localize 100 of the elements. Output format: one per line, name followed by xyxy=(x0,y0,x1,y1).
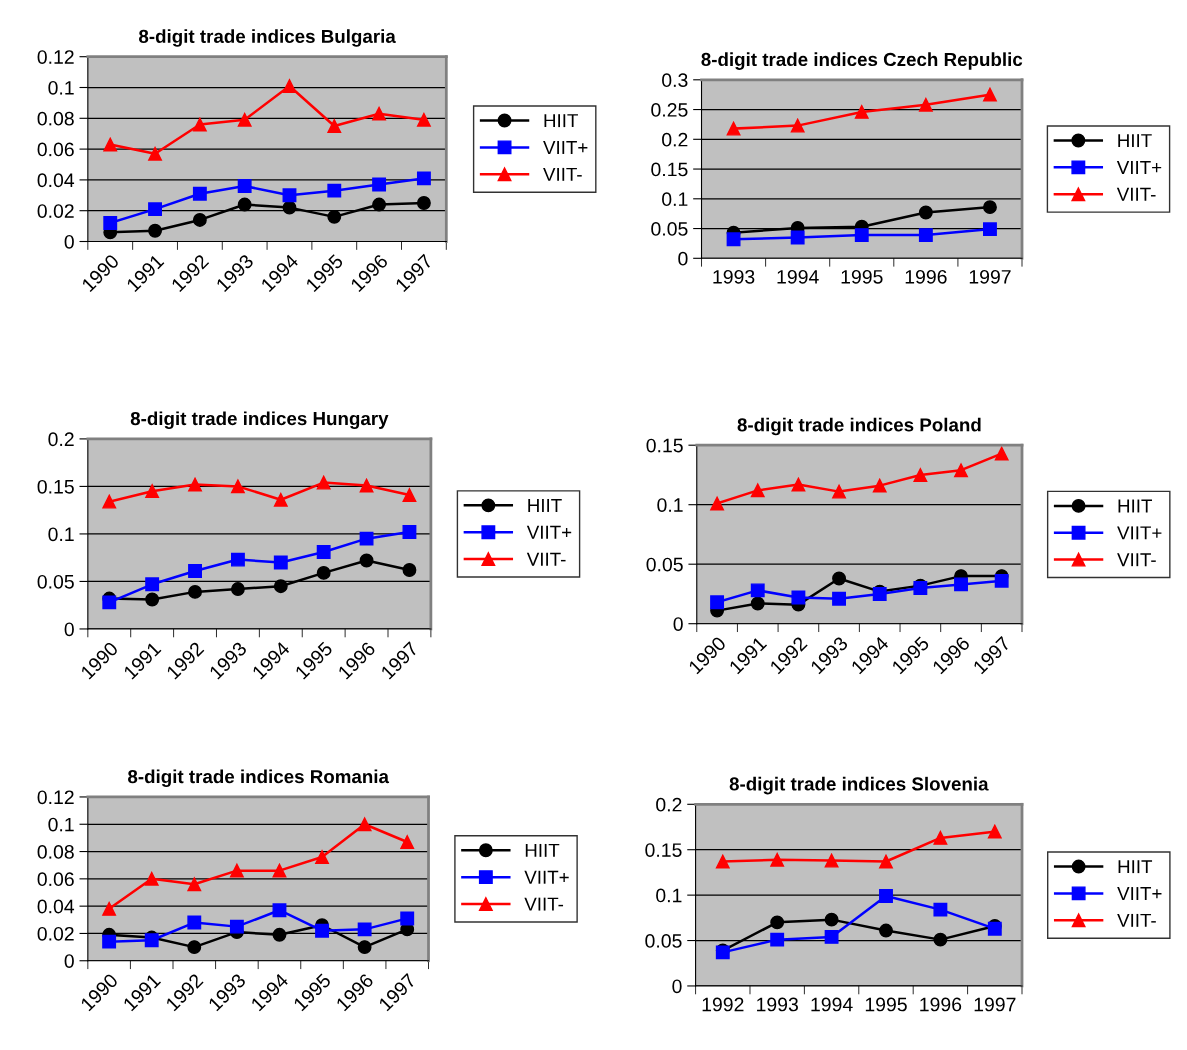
point xyxy=(987,824,1002,839)
y-tick-label: 0.04 xyxy=(37,173,75,188)
legend-label: VIIT+ xyxy=(543,141,588,154)
y-tick-label: 0 xyxy=(64,622,74,637)
legend-label: VIIT- xyxy=(526,552,566,566)
point xyxy=(103,137,118,152)
x-tick-label: 1994 xyxy=(811,997,853,1012)
point xyxy=(187,877,202,892)
point xyxy=(918,228,933,243)
y-tick-label: 0.08 xyxy=(37,111,74,126)
point xyxy=(416,112,431,127)
chart-title: 8-digit trade indices Slovenia xyxy=(729,776,989,795)
point xyxy=(726,232,741,247)
point xyxy=(715,854,730,869)
point xyxy=(359,531,374,546)
point xyxy=(229,919,244,934)
point xyxy=(726,121,741,136)
chart-title: 8-digit trade indices Poland xyxy=(737,417,981,436)
point xyxy=(402,563,417,577)
point xyxy=(983,222,997,237)
point xyxy=(879,923,893,938)
point xyxy=(400,835,415,849)
legend-label: VIIT- xyxy=(1117,553,1156,567)
point xyxy=(273,555,288,570)
y-tick-label: 0 xyxy=(672,979,682,994)
point xyxy=(282,79,297,93)
y-tick-label: 0.1 xyxy=(657,498,683,512)
point xyxy=(103,216,118,230)
point xyxy=(879,889,893,903)
point xyxy=(872,478,887,493)
legend-label: HIIT xyxy=(1118,134,1152,148)
point xyxy=(933,830,948,845)
point xyxy=(790,230,805,245)
point xyxy=(144,871,159,886)
x-tick-label: 1994 xyxy=(777,269,819,284)
point xyxy=(402,525,417,539)
chart-title: 8-digit trade indices Czech Republic xyxy=(701,52,1023,70)
legend-label: HIIT xyxy=(1118,499,1152,513)
point xyxy=(983,200,997,215)
legend-label: HIIT xyxy=(528,499,562,512)
y-tick-label: 0.12 xyxy=(37,790,74,805)
point xyxy=(357,817,372,832)
x-tick-label: 1996 xyxy=(920,997,962,1012)
chart-title: 8-digit trade indices Bulgaria xyxy=(139,29,396,47)
x-tick-label: 1995 xyxy=(865,997,907,1012)
point xyxy=(230,479,245,494)
point xyxy=(710,496,725,511)
point xyxy=(272,927,287,942)
point xyxy=(187,940,202,955)
point xyxy=(416,171,431,186)
point xyxy=(188,584,202,599)
point xyxy=(359,478,374,493)
point xyxy=(316,565,331,580)
point xyxy=(791,477,806,492)
y-tick-label: 0.05 xyxy=(651,222,688,236)
point xyxy=(790,118,805,133)
point xyxy=(315,923,329,938)
point xyxy=(188,477,202,492)
y-tick-label: 0.02 xyxy=(37,926,74,941)
legend-label: VIIT- xyxy=(524,897,564,911)
y-tick-label: 0.15 xyxy=(646,438,683,453)
point xyxy=(230,552,245,567)
point xyxy=(402,488,417,502)
point xyxy=(192,186,207,201)
point xyxy=(750,583,765,598)
y-tick-label: 0.1 xyxy=(662,192,688,207)
point xyxy=(237,197,252,212)
chart-title: 8-digit trade indices Romania xyxy=(128,769,390,788)
point xyxy=(824,912,839,927)
point xyxy=(918,205,933,220)
y-tick-label: 0.02 xyxy=(37,204,74,218)
legend-label: VIIT- xyxy=(543,167,582,181)
y-tick-label: 0 xyxy=(673,617,683,631)
point xyxy=(148,202,162,217)
point xyxy=(750,483,765,498)
point xyxy=(372,106,387,121)
point xyxy=(994,446,1009,461)
point xyxy=(316,475,331,490)
y-tick-label: 0.2 xyxy=(656,797,682,812)
y-tick-label: 0.1 xyxy=(656,888,682,903)
point xyxy=(273,579,288,594)
point xyxy=(316,545,331,559)
x-tick-label: 1993 xyxy=(757,997,798,1012)
y-tick-label: 0.25 xyxy=(651,103,688,117)
point xyxy=(187,915,202,930)
y-tick-label: 0 xyxy=(64,234,74,249)
point xyxy=(229,863,244,878)
point xyxy=(192,117,207,132)
legend-label: VIIT+ xyxy=(1117,887,1162,900)
point xyxy=(357,940,372,955)
y-tick-label: 0.04 xyxy=(37,899,75,914)
point xyxy=(913,468,928,482)
point xyxy=(879,854,893,869)
y-tick-label: 0.05 xyxy=(646,557,683,572)
point xyxy=(327,183,342,198)
y-tick-label: 0.1 xyxy=(48,80,74,95)
y-tick-label: 0.2 xyxy=(48,432,74,447)
point xyxy=(372,177,387,192)
point xyxy=(327,119,342,133)
point xyxy=(148,146,162,161)
